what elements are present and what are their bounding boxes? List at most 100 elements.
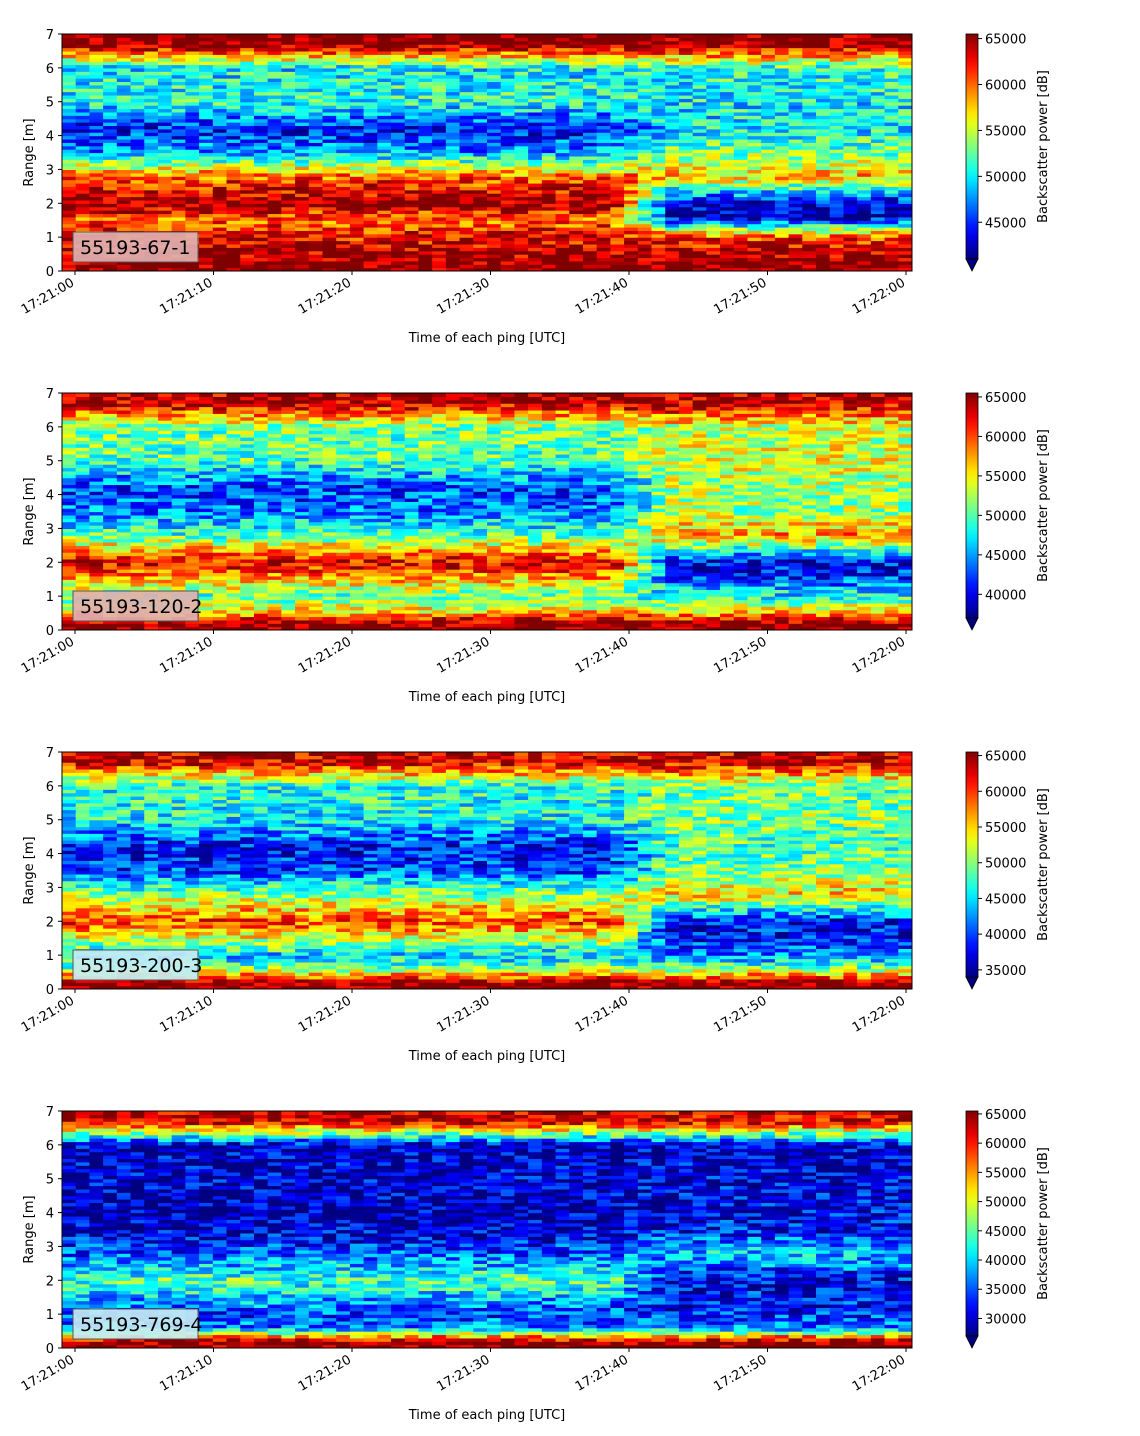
heatmap-cell [75,264,91,269]
heatmap-cell [473,155,488,160]
heatmap-cell [432,230,447,235]
heatmap-cell [596,67,611,72]
heatmap-cell [582,264,598,269]
heatmap-cell [89,74,104,79]
heatmap-cell [185,91,200,96]
heatmap-cell [569,186,584,191]
heatmap-cell [720,91,735,96]
heatmap-cell [884,118,899,123]
heatmap-cell [816,176,831,181]
heatmap-cell [157,416,173,421]
heatmap-cell [816,169,831,174]
heatmap-cell [157,423,173,428]
heatmap-cell [528,50,543,55]
heatmap-cell [171,531,186,536]
heatmap-cell [212,91,228,96]
heatmap-cell [144,416,159,421]
heatmap-cell [733,223,749,228]
heatmap-cell [720,101,735,106]
heatmap-cell [706,118,721,123]
heatmap-cell [665,98,680,103]
heatmap-cell [157,538,173,543]
heatmap-cell [144,71,159,76]
heatmap-cell [459,128,474,133]
heatmap-cell [884,88,899,93]
heatmap-cell [89,71,104,76]
heatmap-cell [802,108,817,113]
heatmap-cell [199,118,214,123]
heatmap-cell [665,166,680,171]
heatmap-cell [377,34,392,38]
heatmap-cell [253,125,269,130]
heatmap-cell [103,108,118,113]
heatmap-cell [336,125,351,130]
heatmap-cell [596,111,611,116]
heatmap-cell [528,230,543,235]
heatmap-cell [75,555,91,560]
heatmap-cell [843,122,858,127]
heatmap-cell [541,226,557,231]
heatmap-cell [473,169,488,174]
heatmap-cell [171,199,186,204]
heatmap-cell [103,409,118,414]
heatmap-cell [843,108,858,113]
heatmap-cell [733,40,749,45]
heatmap-cell [596,250,611,255]
heatmap-cell [637,122,653,127]
heatmap-cell [761,111,776,116]
heatmap-cell [624,44,639,49]
heatmap-cell [802,230,817,235]
heatmap-cell [733,135,749,140]
heatmap-cell [418,243,433,248]
heatmap-cell [75,128,91,133]
heatmap-cell [706,213,721,218]
heatmap-cell [308,216,324,221]
heatmap-cell [62,447,77,452]
heatmap-cell [103,403,118,408]
heatmap-cell [432,145,447,150]
heatmap-cell [473,91,488,96]
heatmap-cell [363,169,378,174]
heatmap-cell [720,84,735,89]
heatmap-cell [720,152,735,157]
heatmap-cell [157,406,173,411]
heatmap-cell [884,189,899,194]
heatmap-cell [487,118,502,123]
heatmap-cell [391,74,406,79]
heatmap-cell [884,81,899,86]
heatmap-cell [733,105,749,110]
heatmap-cell [555,182,570,187]
heatmap-cell [295,37,310,42]
heatmap-cell [62,545,77,550]
heatmap-cell [116,538,132,543]
heatmap-cell [144,162,159,167]
heatmap-cell [226,142,241,147]
heatmap-cell [62,589,77,594]
heatmap-cell [62,199,77,204]
heatmap-cell [240,247,255,252]
heatmap-cell [445,186,461,191]
heatmap-cell [130,582,145,587]
heatmap-cell [487,78,502,82]
heatmap-cell [75,159,91,164]
heatmap-cell [692,247,707,252]
heatmap-cell [404,118,420,123]
heatmap-cell [528,81,543,86]
heatmap-cell [130,501,145,506]
heatmap-cell [761,37,776,42]
heatmap-cell [802,40,817,45]
heatmap-cell [637,216,653,221]
heatmap-cell [377,132,392,137]
heatmap-cell [459,254,474,259]
heatmap-cell [898,237,912,242]
heatmap-cell [528,118,543,123]
heatmap-cell [733,115,749,120]
heatmap-cell [281,142,296,147]
heatmap-cell [144,74,159,79]
heatmap-cell [281,91,296,96]
heatmap-cell [802,223,817,228]
heatmap-cell [432,260,447,265]
heatmap-cell [857,172,872,177]
heatmap-cell [130,433,145,438]
heatmap-cell [788,101,803,106]
